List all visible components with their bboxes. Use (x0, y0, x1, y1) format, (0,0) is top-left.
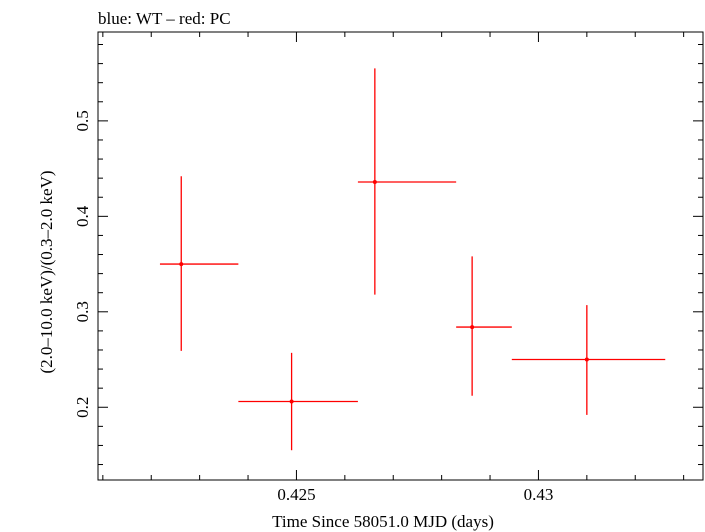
data-marker (179, 262, 184, 267)
y-tick-label: 0.2 (73, 397, 92, 418)
data-point (159, 176, 239, 351)
y-tick-label: 0.3 (73, 301, 92, 322)
data-marker (289, 399, 294, 404)
data-marker (372, 179, 377, 184)
y-tick-label: 0.4 (73, 205, 92, 227)
x-tick-label: 0.425 (277, 485, 315, 504)
chart-title: blue: WT – red: PC (98, 9, 231, 28)
data-marker (584, 357, 589, 362)
data-point (511, 305, 666, 415)
y-tick-label: 0.5 (73, 110, 92, 131)
data-point (456, 256, 512, 396)
plot-frame (97, 31, 704, 481)
x-axis: 0.425 0.43 (102, 32, 685, 504)
x-axis-label: Time Since 58051.0 MJD (days) (272, 512, 494, 531)
y-axis-label: (2.0–10.0 keV)/(0.3–2.0 keV) (37, 170, 56, 373)
y-axis: 0.2 0.3 0.4 0.5 (73, 44, 703, 466)
data-point (238, 352, 358, 451)
data-marker (470, 325, 475, 330)
x-tick-label: 0.43 (524, 485, 554, 504)
data-point (357, 68, 457, 295)
data-series (159, 68, 666, 451)
